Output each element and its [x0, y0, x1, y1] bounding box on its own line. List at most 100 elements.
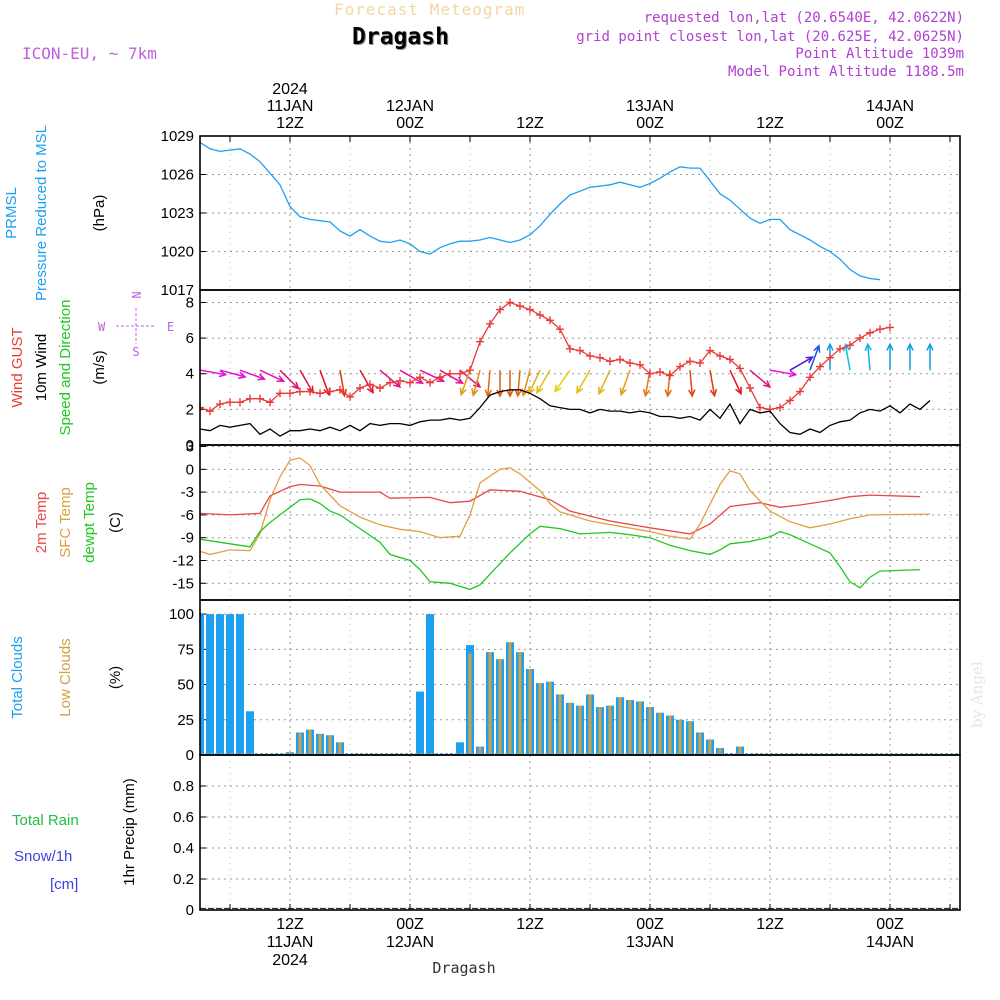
wind-arrow — [749, 369, 771, 388]
y-tick-label: 50 — [177, 677, 194, 694]
gust-point — [736, 364, 744, 373]
low-cloud-bar — [658, 712, 662, 755]
gust-point — [416, 373, 424, 382]
low-cloud-bar — [638, 701, 642, 755]
gust-point — [836, 344, 844, 353]
panel-clouds: 0 25 50 75 100 — [169, 599, 961, 764]
y-tick-label: -12 — [172, 552, 194, 569]
gust-point — [646, 369, 654, 378]
wind-arrow-head — [459, 387, 467, 397]
total-cloud-bar — [216, 614, 224, 755]
low-cloud-bar — [698, 732, 702, 755]
gust-point — [716, 351, 724, 360]
panel-side-label: dewpt Temp — [81, 482, 98, 563]
panel-side-label: Low Clouds — [57, 638, 74, 716]
low-cloud-bar — [548, 681, 552, 755]
gust-point — [626, 359, 634, 368]
gust-point — [516, 302, 524, 311]
top-time-label: 12Z — [516, 115, 544, 132]
panel-pressure: 1017 1020 1023 1026 1029 — [161, 128, 961, 299]
panel-side-label: (%) — [107, 666, 124, 689]
y-tick-label: 0 — [186, 747, 194, 764]
total-cloud-bar — [416, 691, 424, 755]
compass-cross — [116, 308, 156, 344]
gust-point — [386, 378, 394, 387]
wind-arrow-head — [276, 375, 286, 383]
gust-point — [576, 346, 584, 355]
low-cloud-bar — [628, 700, 632, 755]
wind-arrow — [709, 370, 716, 396]
y-tick-label: -9 — [181, 530, 194, 547]
gust-point — [726, 355, 734, 364]
wind-arrow-head — [471, 388, 479, 397]
y-tick-label: 0 — [186, 902, 194, 919]
series-group — [200, 298, 934, 437]
wind-arrow-head — [688, 389, 696, 398]
series-group — [200, 457, 931, 591]
y-tick-label: 1023 — [161, 205, 194, 222]
gust-point — [266, 398, 274, 407]
gust-point — [586, 351, 594, 360]
wind-arrow — [379, 369, 401, 388]
model-altitude: Model Point Altitude 1188.5m — [727, 64, 964, 80]
wind-arrow-head — [455, 376, 465, 385]
gust-point — [426, 378, 434, 387]
bottom-time-label: 11JAN — [267, 934, 314, 951]
snow-label: Snow/1h — [14, 848, 72, 865]
wind-arrow-head — [392, 380, 402, 388]
series-line-10m-wind — [200, 389, 931, 437]
wind-arrow — [460, 369, 471, 395]
wind-arrow — [689, 370, 694, 397]
wind-arrow-head — [484, 389, 492, 398]
total-cloud-bar — [426, 614, 434, 755]
gust-point — [200, 403, 204, 412]
compass-rose: W E N S — [98, 291, 174, 359]
gust-point — [706, 346, 714, 355]
bottom-time-label: 12Z — [516, 916, 544, 933]
gust-point — [596, 353, 604, 362]
low-cloud-bar — [538, 683, 542, 755]
y-tick-label: 2 — [186, 401, 194, 418]
low-cloud-bar — [568, 702, 572, 755]
top-time-label: 2024 — [272, 81, 308, 98]
top-time-label: 00Z — [396, 115, 424, 132]
requested-coords: requested lon,lat (20.6540E, 42.0622N) — [643, 10, 964, 26]
wind-arrow-head — [805, 356, 815, 364]
low-cloud-bar — [508, 642, 512, 755]
gust-point — [816, 362, 824, 371]
compass-n: N — [129, 291, 143, 298]
series-line-dewpt-temp — [200, 498, 921, 591]
wind-arrow — [472, 369, 481, 396]
y-tick-label: 75 — [177, 641, 194, 658]
panel-side-label: 10m Wind — [33, 334, 50, 402]
low-cloud-bar — [488, 652, 492, 755]
gust-point — [506, 298, 514, 307]
wind-arrow — [789, 356, 813, 371]
gust-point — [316, 389, 324, 398]
gust-point — [666, 371, 674, 380]
gust-point — [346, 392, 354, 401]
low-cloud-bar — [308, 729, 312, 755]
low-cloud-bar — [328, 735, 332, 755]
wind-arrow — [554, 369, 571, 392]
panel-precip: 0 0.2 0.4 0.6 0.8 — [173, 754, 961, 919]
gust-point — [356, 383, 364, 392]
gust-point — [606, 357, 614, 366]
gust-point — [536, 310, 544, 319]
low-cloud-bar — [518, 652, 522, 755]
gust-point — [236, 398, 244, 407]
gust-point — [466, 366, 474, 375]
bottom-time-label: 12Z — [756, 916, 784, 933]
wind-arrow — [299, 369, 314, 394]
low-cloud-bar — [578, 705, 582, 755]
bottom-time-label: 14JAN — [866, 934, 914, 951]
gust-point — [476, 337, 484, 346]
bottom-time-label: 12JAN — [386, 934, 434, 951]
wind-arrow-head — [926, 342, 934, 351]
compass-s: S — [132, 345, 139, 359]
top-time-label: 14JAN — [866, 98, 914, 115]
gust-point — [616, 355, 624, 364]
gust-point — [866, 328, 874, 337]
low-cloud-bar — [708, 739, 712, 755]
wind-arrow-head — [576, 385, 584, 395]
